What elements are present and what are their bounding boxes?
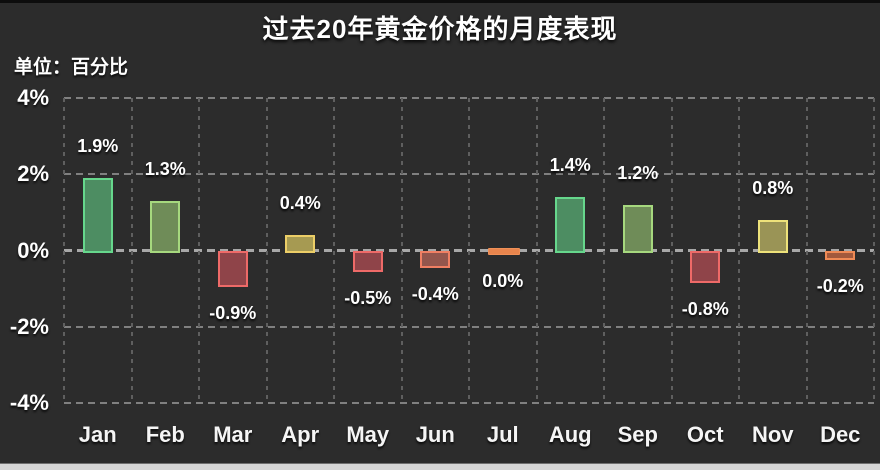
value-label-dec: -0.2%: [816, 276, 864, 297]
v-gridline: [333, 98, 335, 403]
v-gridline: [873, 98, 875, 403]
y-tick-label: 0%: [17, 237, 49, 263]
y-tick-label: -4%: [9, 390, 49, 415]
value-label-oct: -0.8%: [681, 299, 729, 319]
value-label-feb: 1.3%: [144, 158, 186, 179]
v-gridline: [63, 98, 65, 403]
month-label-apr: Apr: [281, 422, 320, 447]
unit-label: 单位：百分比: [14, 57, 129, 78]
value-label-sep: 1.2%: [617, 162, 659, 183]
month-label-feb: Feb: [145, 422, 185, 447]
month-label-jun: Jun: [415, 422, 455, 447]
bar-nov: [757, 220, 788, 253]
y-tick-label: 4%: [17, 85, 49, 110]
value-label-apr: 0.4%: [279, 193, 321, 214]
month-label-jan: Jan: [78, 422, 117, 447]
v-gridline: [265, 98, 268, 403]
month-label-oct: Oct: [686, 422, 724, 447]
value-label-jul: 0.0%: [482, 271, 524, 291]
month-label-may: May: [346, 422, 390, 447]
month-label-jul: Jul: [486, 422, 519, 447]
v-gridline: [805, 98, 808, 403]
bar-dec: [825, 250, 856, 261]
value-label-nov: 0.8%: [752, 178, 794, 198]
bar-feb: [150, 200, 181, 253]
v-gridline: [468, 98, 470, 403]
bar-mar: [217, 250, 248, 287]
value-label-mar: -0.9%: [209, 302, 257, 323]
value-label-jan: 1.9%: [77, 136, 119, 157]
bar-apr: [285, 235, 316, 253]
chart-title: 过去20年黄金价格的月度表现: [262, 14, 618, 44]
y-tick-label: -2%: [9, 313, 49, 339]
value-label-may: -0.5%: [344, 287, 392, 308]
h-gridline: [64, 402, 874, 404]
y-axis: 4% 2% 0% -2% -4%: [0, 85, 55, 415]
v-gridline: [738, 98, 740, 403]
value-label-aug: 1.4%: [549, 155, 591, 176]
bar-aug: [555, 197, 586, 253]
v-gridline: [198, 98, 200, 403]
bar-oct: [690, 250, 721, 283]
bar-jul: [487, 248, 520, 255]
v-gridline: [670, 98, 673, 403]
v-gridline: [400, 98, 403, 403]
y-tick-label: 2%: [17, 161, 49, 187]
month-label-sep: Sep: [617, 422, 658, 447]
month-label-aug: Aug: [548, 422, 592, 447]
month-label-mar: Mar: [213, 422, 253, 447]
bar-may: [352, 250, 383, 272]
bar-sep: [622, 204, 653, 253]
v-gridline: [603, 98, 605, 403]
x-axis: Jan Feb Mar Apr May Jun Jul Aug Sep Oct Nov Dec: [64, 417, 874, 453]
bottom-edge: [0, 463, 880, 470]
v-gridline: [535, 98, 538, 403]
top-edge: [0, 0, 880, 3]
plot-area: 1.9% 1.3% -0.9% 0.4% -0.5% -0.4% 0.0% 1.4% 1.2% -…: [63, 97, 875, 404]
bar-jun: [420, 250, 451, 268]
v-gridline: [130, 98, 133, 403]
month-label-dec: Dec: [820, 422, 861, 447]
bar-jan: [82, 178, 113, 253]
value-label-jun: -0.4%: [411, 283, 459, 304]
month-label-nov: Nov: [751, 422, 794, 447]
